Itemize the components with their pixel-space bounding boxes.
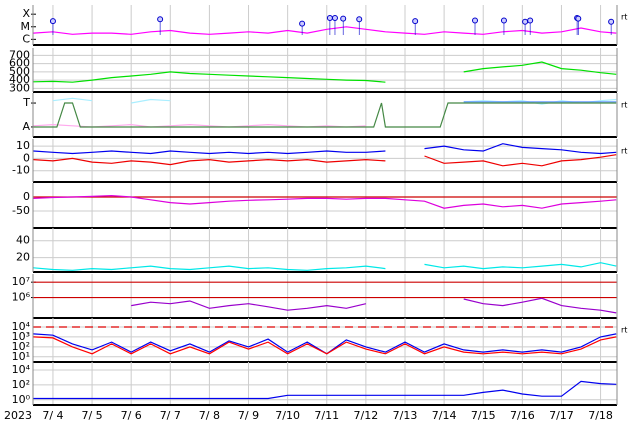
x-tick-label: 7/ 4 (42, 409, 63, 422)
x-tick-label: 7/ 6 (121, 409, 142, 422)
x-tick-label: 7/11 (314, 409, 339, 422)
flare-marker (500, 17, 507, 24)
x-tick-label: 7/12 (354, 409, 379, 422)
x-tick-label: 7/ 9 (238, 409, 259, 422)
flare-marker (412, 18, 419, 25)
x-tick-label: 7/18 (588, 409, 613, 422)
flare-marker (299, 20, 306, 27)
flare-marker (326, 14, 333, 21)
flare-marker (575, 15, 582, 22)
flare-marker (527, 17, 534, 24)
flare-marker (472, 17, 479, 24)
series-line (33, 102, 617, 128)
y-tick-label: 10³ (12, 330, 30, 343)
y-tick-label: -50 (12, 204, 30, 217)
x-tick-label: 7/13 (393, 409, 418, 422)
series-line (33, 194, 617, 209)
y-tick-label: 10² (12, 340, 30, 353)
y-tick-label: 0 (23, 151, 30, 164)
x-tick-label: 7/ 5 (81, 409, 102, 422)
realtime-label: rt (621, 13, 627, 22)
y-tick-label: 700 (9, 48, 30, 61)
series-line (33, 336, 617, 355)
flare-marker (356, 16, 363, 23)
flare-marker (340, 15, 347, 22)
series-line (33, 380, 617, 400)
series-line (33, 143, 617, 155)
flare-marker (49, 18, 56, 25)
y-tick-label: T (22, 96, 30, 109)
y-tick-label: 10⁴ (12, 320, 31, 333)
x-tick-label: 7/17 (549, 409, 574, 422)
y-tick-label: 0 (23, 190, 30, 203)
flare-marker (522, 18, 529, 25)
y-tick-label: 10² (12, 378, 30, 391)
y-tick-label: 400 (9, 73, 30, 86)
x-tick-label: 7/16 (510, 409, 535, 422)
y-tick-label: 10⁶ (12, 291, 31, 304)
x-tick-label: 7/ 8 (199, 409, 220, 422)
y-tick-label: 10⁷ (12, 275, 30, 288)
x-axis-year: 2023 (4, 409, 32, 422)
y-tick-label: 10⁰ (12, 393, 31, 406)
y-tick-label: X (22, 7, 30, 20)
x-tick-label: 7/ 7 (160, 409, 181, 422)
y-tick-label: C (22, 32, 30, 45)
y-tick-label: M (21, 20, 31, 33)
y-tick-label: 600 (9, 57, 30, 70)
flare-marker (331, 14, 338, 21)
flare-marker (157, 16, 164, 23)
x-tick-label: 7/14 (432, 409, 457, 422)
realtime-label: rt (621, 147, 627, 156)
flare-marker (608, 18, 615, 25)
realtime-label: rt (621, 101, 627, 110)
y-tick-label: A (22, 120, 30, 133)
series-line (33, 61, 617, 83)
x-tick-label: 7/15 (471, 409, 496, 422)
series-line (131, 297, 617, 314)
series-line (33, 26, 617, 35)
y-tick-label: 20 (16, 251, 30, 264)
x-tick-label: 7/10 (275, 409, 300, 422)
y-tick-label: 40 (16, 234, 30, 247)
y-tick-label: 300 (9, 81, 30, 94)
series-line (33, 154, 617, 167)
y-tick-label: 10¹ (12, 350, 30, 363)
y-tick-label: 10 (16, 139, 30, 152)
y-tick-label: 10⁴ (12, 363, 31, 376)
y-tick-label: -10 (12, 164, 30, 177)
y-tick-label: 500 (9, 65, 30, 78)
realtime-label: rt (621, 326, 627, 335)
series-line (33, 262, 617, 271)
